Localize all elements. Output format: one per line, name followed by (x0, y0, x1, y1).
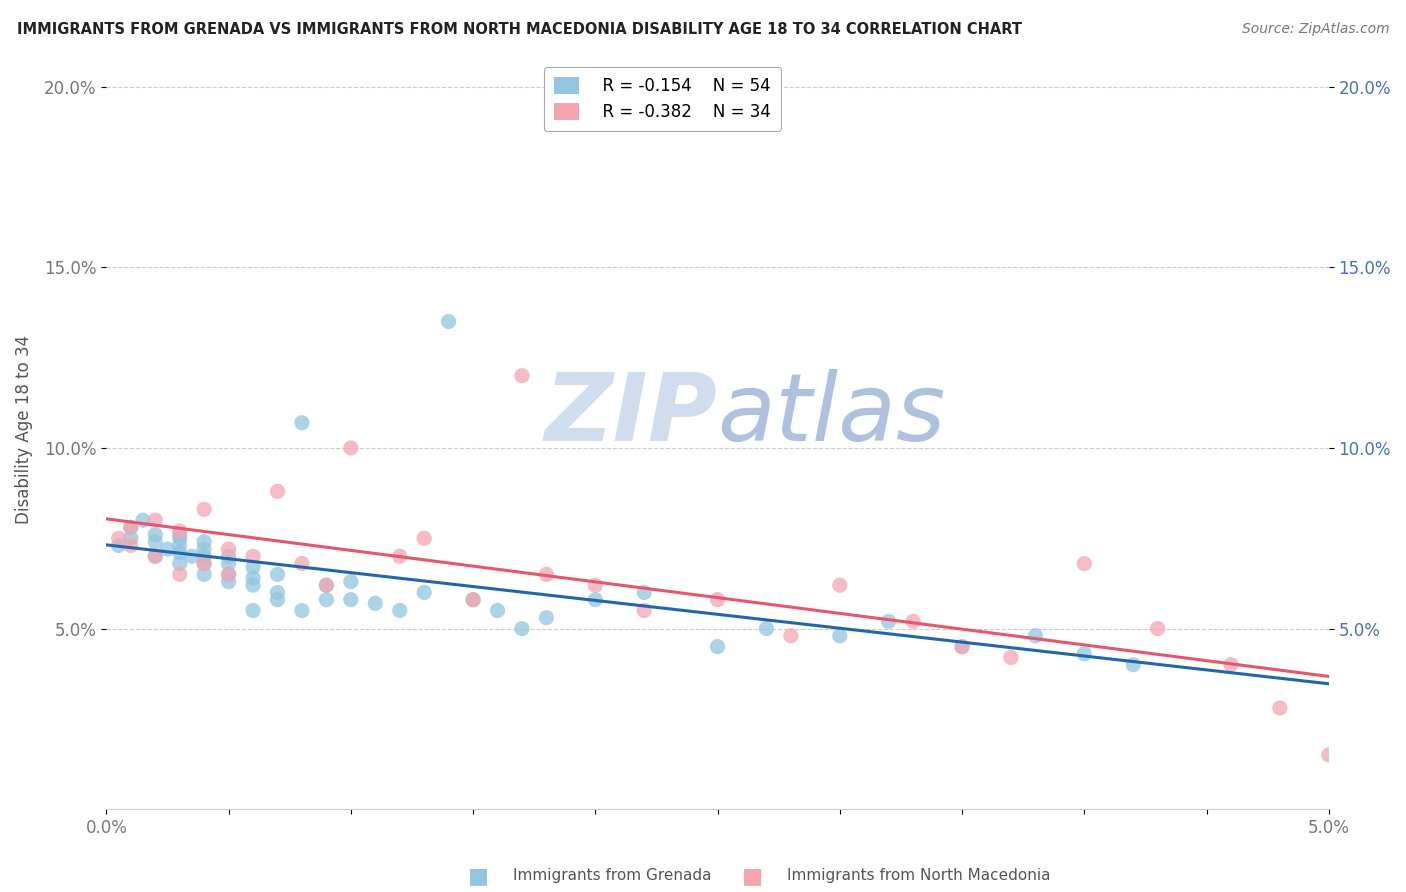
Point (193, 557, 215, 571)
Point (132, 513, 155, 527)
Point (1220, 657, 1243, 672)
Point (437, 314, 460, 328)
Point (193, 557, 215, 571)
Point (1000, 650, 1022, 665)
Point (169, 527, 191, 541)
Point (413, 585, 436, 599)
Text: Immigrants from North Macedonia: Immigrants from North Macedonia (787, 869, 1050, 883)
Point (413, 531, 436, 545)
Point (828, 578, 851, 592)
Point (180, 549, 202, 564)
Point (291, 603, 314, 617)
Point (510, 368, 533, 383)
Point (242, 578, 264, 592)
Point (901, 615, 924, 629)
Point (706, 640, 728, 654)
Point (755, 622, 778, 636)
Point (143, 513, 166, 527)
Point (536, 567, 558, 582)
Text: Source: ZipAtlas.com: Source: ZipAtlas.com (1241, 22, 1389, 37)
Point (120, 520, 142, 534)
Point (461, 592, 484, 607)
Point (169, 539, 191, 553)
Point (633, 585, 655, 599)
Point (143, 549, 166, 564)
Point (510, 622, 533, 636)
Point (877, 615, 900, 629)
Point (950, 640, 973, 654)
Point (193, 502, 215, 516)
Text: atlas: atlas (717, 369, 946, 460)
Point (193, 567, 215, 582)
Point (364, 596, 387, 610)
Point (1268, 701, 1291, 715)
Text: ZIP: ZIP (544, 368, 717, 461)
Point (218, 567, 240, 582)
Point (143, 527, 166, 541)
Text: ■: ■ (468, 866, 488, 886)
Point (107, 539, 129, 553)
Y-axis label: Disability Age 18 to 34: Disability Age 18 to 34 (15, 335, 32, 524)
Point (1317, 747, 1340, 762)
Point (388, 603, 411, 617)
Point (315, 592, 337, 607)
Point (266, 484, 288, 499)
Legend:   R = -0.154    N = 54,   R = -0.382    N = 34: R = -0.154 N = 54, R = -0.382 N = 34 (544, 67, 782, 131)
Point (950, 640, 973, 654)
Point (242, 549, 264, 564)
Point (340, 441, 363, 455)
Point (218, 574, 240, 589)
Point (169, 546, 191, 560)
Text: IMMIGRANTS FROM GRENADA VS IMMIGRANTS FROM NORTH MACEDONIA DISABILITY AGE 18 TO : IMMIGRANTS FROM GRENADA VS IMMIGRANTS FR… (17, 22, 1022, 37)
Point (218, 567, 240, 582)
Point (169, 531, 191, 545)
Point (242, 603, 264, 617)
Point (1073, 557, 1095, 571)
Text: ■: ■ (742, 866, 762, 886)
Point (242, 571, 264, 585)
Point (780, 629, 803, 643)
Point (633, 603, 655, 617)
Point (218, 542, 240, 557)
Point (266, 585, 288, 599)
Point (1024, 629, 1046, 643)
Point (143, 549, 166, 564)
Point (1146, 622, 1168, 636)
Point (107, 531, 129, 545)
Point (266, 592, 288, 607)
Point (266, 567, 288, 582)
Point (315, 578, 337, 592)
Point (143, 534, 166, 549)
Point (120, 539, 142, 553)
Point (156, 542, 179, 557)
Point (706, 592, 728, 607)
Point (169, 524, 191, 538)
Point (388, 549, 411, 564)
Point (291, 557, 314, 571)
Point (193, 542, 215, 557)
Point (218, 549, 240, 564)
Point (193, 534, 215, 549)
Point (1073, 647, 1095, 661)
Text: Immigrants from Grenada: Immigrants from Grenada (513, 869, 711, 883)
Point (486, 603, 509, 617)
Point (828, 629, 851, 643)
Point (169, 557, 191, 571)
Point (583, 578, 606, 592)
Point (1122, 657, 1144, 672)
Point (120, 520, 142, 534)
Point (315, 578, 337, 592)
Point (242, 560, 264, 574)
Point (218, 557, 240, 571)
Point (120, 531, 142, 545)
Point (193, 549, 215, 564)
Point (340, 592, 363, 607)
Point (291, 416, 314, 430)
Point (461, 592, 484, 607)
Point (169, 567, 191, 582)
Point (536, 611, 558, 625)
Point (583, 592, 606, 607)
Point (340, 574, 363, 589)
